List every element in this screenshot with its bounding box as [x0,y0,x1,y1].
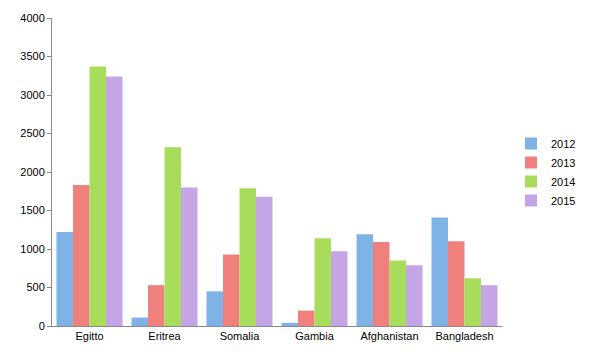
svg-text:500: 500 [26,281,44,293]
svg-text:Egitto: Egitto [75,330,103,342]
svg-text:3500: 3500 [20,50,44,62]
svg-text:2015: 2015 [551,195,575,207]
svg-text:Somalia: Somalia [220,330,261,342]
svg-text:0: 0 [39,320,45,332]
svg-text:3000: 3000 [20,89,44,101]
svg-text:1500: 1500 [20,204,44,216]
svg-text:2014: 2014 [551,176,575,188]
svg-text:Gambia: Gambia [295,330,334,342]
svg-text:2013: 2013 [551,157,575,169]
svg-text:2012: 2012 [551,138,575,150]
svg-text:Bangladesh: Bangladesh [435,330,493,342]
svg-text:2000: 2000 [20,166,44,178]
svg-text:Eritrea: Eritrea [148,330,181,342]
svg-text:4000: 4000 [20,12,44,24]
svg-text:2500: 2500 [20,127,44,139]
svg-text:1000: 1000 [20,243,44,255]
svg-text:Afghanistan: Afghanistan [360,330,418,342]
